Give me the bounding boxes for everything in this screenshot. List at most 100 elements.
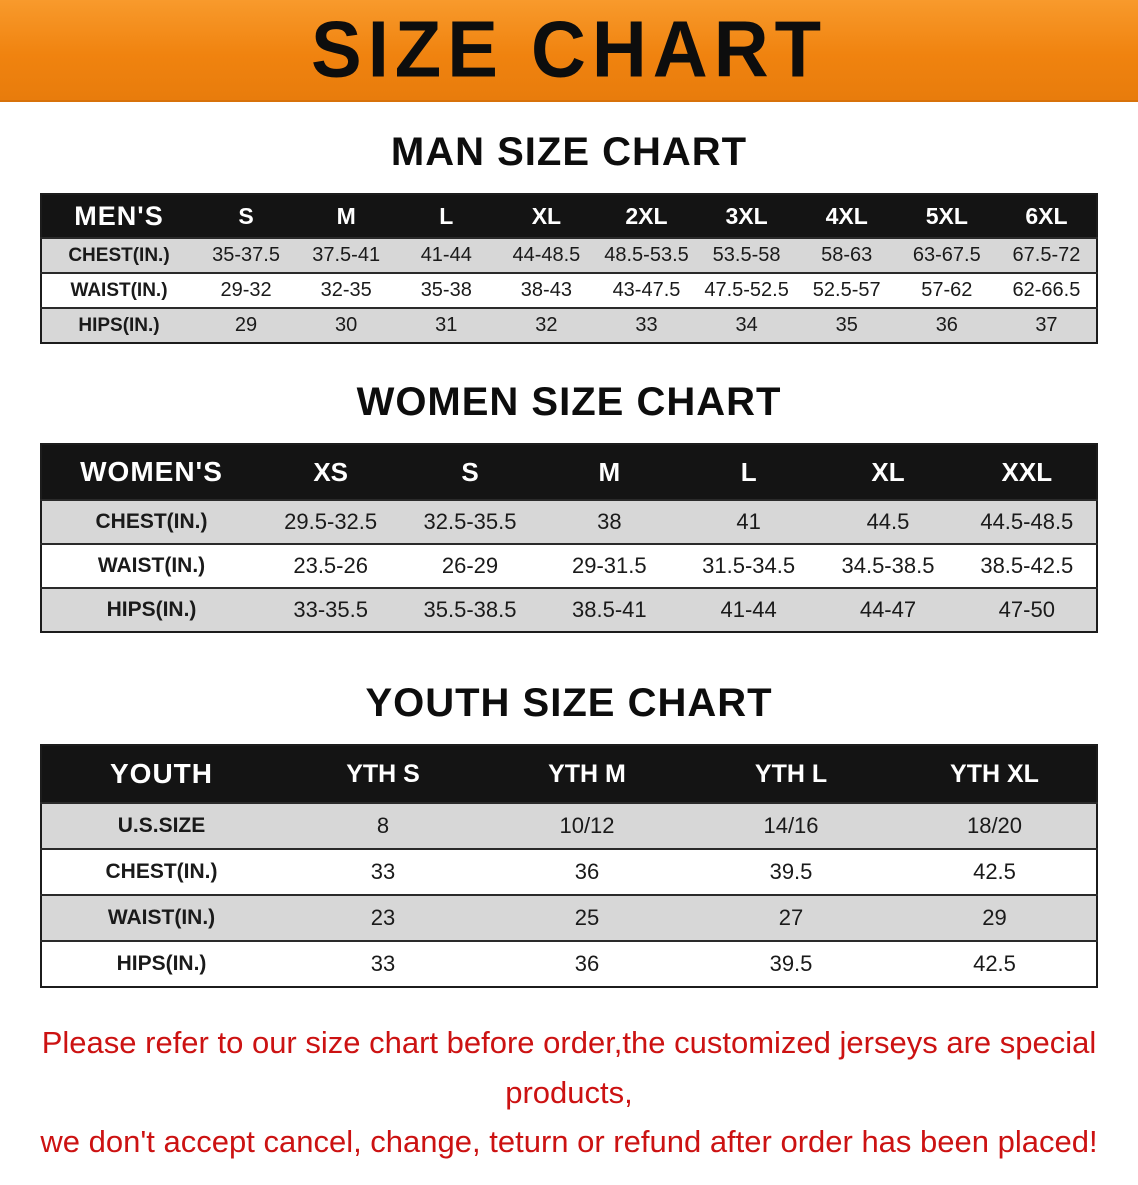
youth-size-chart-section: YOUTH SIZE CHART YOUTH YTH S YTH M YTH L YTH… (0, 681, 1138, 988)
value-cell: 44.5 (866, 509, 910, 534)
value-cell: 67.5-72 (1012, 244, 1081, 266)
value-cell: 25 (574, 905, 600, 930)
row-label-cell: CHEST(IN.) (68, 244, 170, 266)
banner-title: SIZE CHART (311, 4, 827, 95)
value-cell: 27 (778, 905, 804, 930)
table-header-row: YOUTH YTH S YTH M YTH L YTH XL (41, 745, 1097, 803)
table-row: HIPS(IN.) 29 30 31 32 33 34 35 36 37 (41, 308, 1097, 343)
value-cell: 23.5-26 (293, 553, 368, 578)
value-cell: 53.5-58 (712, 244, 781, 266)
men-size-table: MEN'S S M L XL 2XL 3XL 4XL 5XL 6XL CHEST(IN.) 35-37… (40, 193, 1098, 344)
value-cell: 32-35 (320, 279, 372, 301)
size-column-header: 3XL (696, 194, 797, 238)
value-cell: 43-47.5 (612, 279, 681, 301)
value-cell: 37.5-41 (312, 244, 381, 266)
value-cell: 44.5-48.5 (980, 509, 1074, 534)
value-cell: 33 (635, 314, 658, 336)
size-column-header: 5XL (896, 194, 997, 238)
size-column-header: YTH S (281, 745, 485, 803)
row-label-cell: HIPS(IN.) (116, 952, 207, 975)
value-cell: 35-38 (420, 279, 472, 301)
women-size-chart-section: WOMEN SIZE CHART WOMEN'S XS S M L XL XXL CHEST(… (0, 380, 1138, 633)
value-cell: 42.5 (973, 951, 1016, 976)
size-column-header: L (396, 194, 497, 238)
women-size-table: WOMEN'S XS S M L XL XXL CHEST(IN.) 29.5-32.5 32.5… (40, 443, 1098, 633)
value-cell: 38 (597, 509, 622, 534)
table-row: HIPS(IN.) 33 36 39.5 42.5 (41, 941, 1097, 987)
size-column-header: XL (818, 444, 958, 500)
value-cell: 32 (535, 314, 558, 336)
table-row: WAIST(IN.) 29-32 32-35 35-38 38-43 43-47.5 47.… (41, 273, 1097, 308)
order-policy-line-1: Please refer to our size chart before or… (41, 1025, 1097, 1110)
row-label-cell: WAIST(IN.) (107, 906, 216, 929)
men-size-chart-section: MAN SIZE CHART MEN'S S M L XL 2XL 3XL 4XL 5XL 6XL… (0, 130, 1138, 344)
size-column-header: S (196, 194, 297, 238)
size-column-header: L (678, 444, 819, 500)
row-label-cell: WAIST(IN.) (97, 554, 206, 577)
value-cell: 38.5-41 (572, 597, 647, 622)
value-cell: 41-44 (420, 244, 472, 266)
value-cell: 10/12 (559, 813, 615, 838)
value-cell: 44-47 (859, 597, 917, 622)
value-cell: 35 (835, 314, 858, 336)
value-cell: 14/16 (763, 813, 819, 838)
value-cell: 47.5-52.5 (704, 279, 789, 301)
men-section-heading: MAN SIZE CHART (390, 130, 748, 174)
value-cell: 23 (370, 905, 396, 930)
value-cell: 31.5-34.5 (702, 553, 796, 578)
table-row: CHEST(IN.) 33 36 39.5 42.5 (41, 849, 1097, 895)
row-label-cell: CHEST(IN.) (105, 860, 218, 883)
table-header-row: MEN'S S M L XL 2XL 3XL 4XL 5XL 6XL (41, 194, 1097, 238)
value-cell: 31 (435, 314, 458, 336)
value-cell: 30 (335, 314, 358, 336)
value-cell: 36 (574, 859, 600, 884)
size-column-header: YTH XL (893, 745, 1097, 803)
value-cell: 41-44 (720, 597, 777, 622)
table-title-cell: YOUTH (41, 745, 281, 803)
row-label-cell: HIPS(IN.) (106, 598, 197, 621)
value-cell: 39.5 (769, 951, 813, 976)
value-cell: 8 (376, 813, 390, 838)
row-label-cell: U.S.SIZE (117, 814, 206, 837)
size-column-header: XXL (957, 444, 1097, 500)
value-cell: 33 (370, 951, 396, 976)
size-chart-banner: SIZE CHART (0, 0, 1138, 102)
value-cell: 18/20 (966, 813, 1023, 838)
table-title-cell: WOMEN'S (41, 444, 261, 500)
value-cell: 44-48.5 (512, 244, 581, 266)
value-cell: 37 (1035, 314, 1058, 336)
value-cell: 39.5 (769, 859, 813, 884)
value-cell: 29-32 (220, 279, 272, 301)
size-column-header: S (400, 444, 540, 500)
value-cell: 47-50 (998, 597, 1055, 622)
value-cell: 29 (234, 314, 258, 336)
value-cell: 42.5 (973, 859, 1016, 884)
table-row: WAIST(IN.) 23.5-26 26-29 29-31.5 31.5-34.5 34… (41, 544, 1097, 588)
value-cell: 33-35.5 (293, 597, 368, 622)
value-cell: 36 (574, 951, 600, 976)
value-cell: 57-62 (921, 279, 973, 301)
value-cell: 35-37.5 (212, 244, 280, 266)
value-cell: 38-43 (520, 279, 572, 301)
value-cell: 48.5-53.5 (604, 244, 689, 266)
size-column-header: M (296, 194, 397, 238)
table-row: HIPS(IN.) 33-35.5 35.5-38.5 38.5-41 41-44 44-… (41, 588, 1097, 632)
table-header-row: WOMEN'S XS S M L XL XXL (41, 444, 1097, 500)
size-column-header: 2XL (596, 194, 697, 238)
value-cell: 52.5-57 (812, 279, 881, 301)
row-label-cell: WAIST(IN.) (70, 279, 168, 301)
value-cell: 36 (935, 314, 958, 336)
row-label-cell: CHEST(IN.) (95, 510, 208, 533)
table-row: WAIST(IN.) 23 25 27 29 (41, 895, 1097, 941)
size-chart-content: MAN SIZE CHART MEN'S S M L XL 2XL 3XL 4XL 5XL 6XL… (0, 130, 1138, 1167)
value-cell: 34.5-38.5 (841, 553, 935, 578)
value-cell: 33 (370, 859, 396, 884)
size-column-header: M (539, 444, 679, 500)
table-row: U.S.SIZE 8 10/12 14/16 18/20 (41, 803, 1097, 849)
value-cell: 58-63 (821, 244, 873, 266)
table-title-cell: MEN'S (41, 194, 196, 238)
row-label-cell: HIPS(IN.) (78, 314, 160, 336)
table-row: CHEST(IN.) 35-37.5 37.5-41 41-44 44-48.5 48.5… (41, 238, 1097, 273)
value-cell: 38.5-42.5 (980, 553, 1074, 578)
size-column-header: XL (496, 194, 597, 238)
